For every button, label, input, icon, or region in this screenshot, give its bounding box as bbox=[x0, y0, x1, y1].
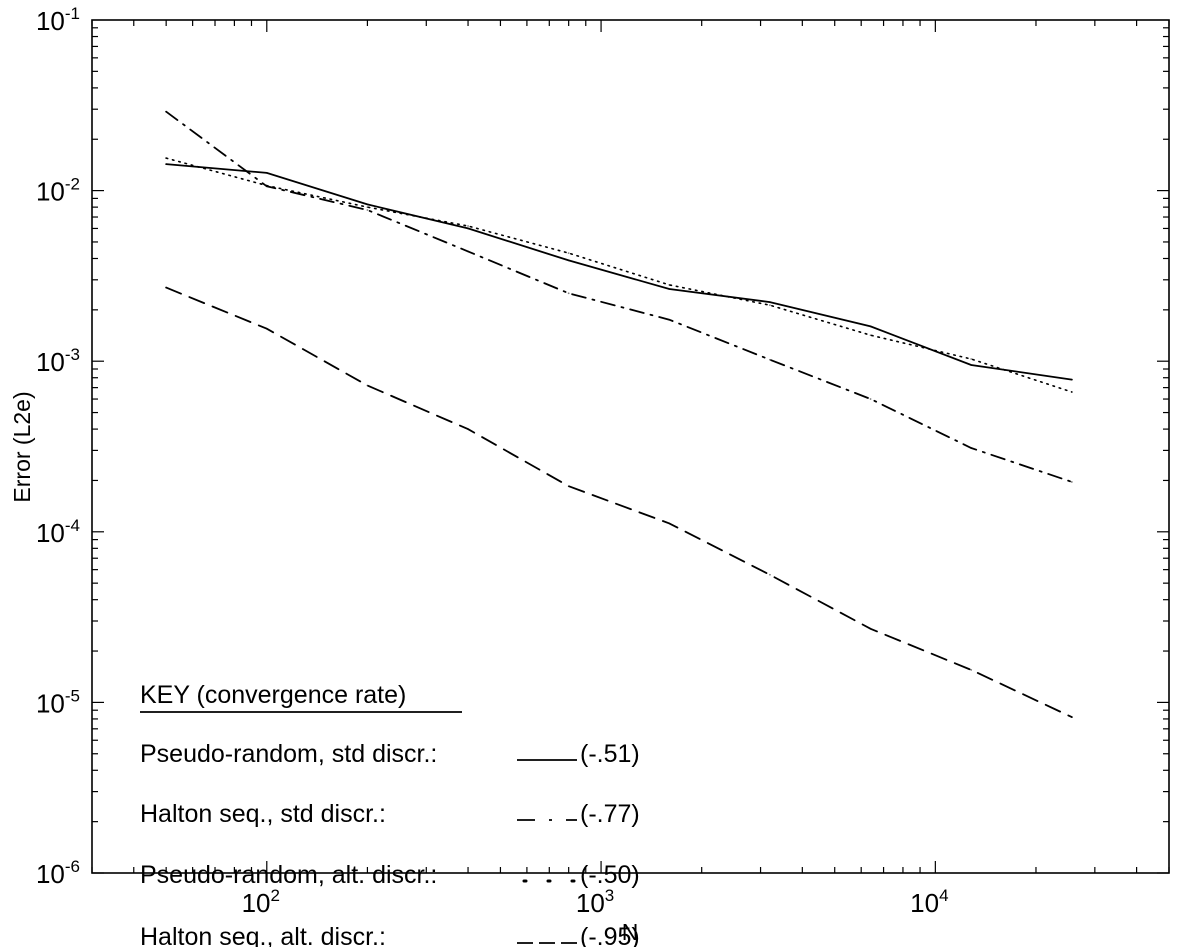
data-point-halton-alt bbox=[165, 286, 168, 289]
plot-frame bbox=[91, 19, 1170, 874]
data-point-pseudo-alt bbox=[265, 184, 268, 187]
data-point-pseudo-std bbox=[970, 364, 973, 366]
data-point-halton-alt bbox=[567, 485, 570, 488]
data-point-pseudo-alt bbox=[970, 358, 973, 360]
data-point-pseudo-std bbox=[265, 171, 268, 174]
legend: KEY (convergence rate) Pseudo-random, st… bbox=[140, 681, 640, 947]
legend-entry-label: Pseudo-random, alt. discr.: bbox=[140, 861, 437, 889]
y-tick-base: 10 bbox=[36, 347, 65, 377]
y-tick-label: 10-5 bbox=[36, 686, 80, 718]
data-point-pseudo-alt bbox=[467, 225, 469, 227]
y-tick-base: 10 bbox=[36, 688, 65, 718]
data-point-halton-alt bbox=[970, 669, 973, 671]
legend-entry: Pseudo-random, std discr.: (-.51) bbox=[140, 740, 640, 768]
x-tick-label: 103 bbox=[576, 886, 614, 918]
x-tick-exponent: 3 bbox=[605, 886, 614, 905]
data-point-pseudo-alt bbox=[366, 206, 369, 209]
x-tick-label: 102 bbox=[242, 886, 280, 918]
data-point-pseudo-std bbox=[366, 203, 369, 206]
data-point-pseudo-std bbox=[567, 259, 570, 262]
legend-entry: Pseudo-random, alt. discr.: (-.50) bbox=[140, 861, 640, 889]
data-point-pseudo-alt bbox=[769, 304, 771, 307]
x-tick-base: 10 bbox=[910, 888, 939, 918]
x-tick-label: 104 bbox=[910, 886, 948, 918]
data-point-halton-std bbox=[567, 292, 570, 295]
y-tick-base: 10 bbox=[36, 859, 65, 889]
series-line-pseudo-std bbox=[165, 163, 1073, 381]
data-point-pseudo-alt bbox=[869, 334, 872, 337]
data-point-halton-alt bbox=[1070, 716, 1073, 719]
y-tick-base: 10 bbox=[36, 6, 65, 36]
y-tick-exponent: -1 bbox=[65, 4, 80, 23]
legend-entry-label: Pseudo-random, std discr.: bbox=[140, 740, 437, 768]
x-tick-base: 10 bbox=[576, 888, 605, 918]
data-point-halton-std bbox=[366, 209, 369, 211]
data-point-pseudo-alt bbox=[165, 157, 168, 160]
legend-title: KEY (convergence rate) bbox=[140, 681, 406, 709]
x-tick-exponent: 4 bbox=[939, 886, 948, 905]
y-tick-label: 10-2 bbox=[36, 175, 80, 207]
data-point-halton-alt bbox=[467, 428, 469, 430]
data-point-pseudo-alt bbox=[567, 252, 570, 255]
data-point-pseudo-alt bbox=[668, 284, 671, 286]
y-tick-label: 10-6 bbox=[36, 857, 80, 889]
y-tick-exponent: -2 bbox=[65, 175, 80, 194]
legend-entry-rate: (-.77) bbox=[580, 800, 640, 828]
series-line-pseudo-alt bbox=[165, 157, 1073, 393]
x-tick-base: 10 bbox=[242, 888, 271, 918]
data-point-halton-alt bbox=[668, 522, 671, 525]
legend-entry-label: Halton seq., alt. discr.: bbox=[140, 923, 386, 947]
data-point-pseudo-std bbox=[165, 163, 168, 165]
legend-entry: Halton seq., std discr.: (-.77) bbox=[140, 800, 640, 828]
data-point-halton-std bbox=[467, 250, 469, 253]
legend-entry-rate: (-.50) bbox=[580, 861, 640, 889]
data-point-pseudo-std bbox=[1070, 378, 1073, 381]
data-point-halton-alt bbox=[769, 573, 771, 576]
data-point-halton-alt bbox=[869, 627, 872, 630]
data-point-halton-std bbox=[668, 318, 671, 321]
data-point-pseudo-alt bbox=[1070, 391, 1073, 393]
legend-entry-rate: (-.51) bbox=[580, 740, 640, 768]
data-point-pseudo-std bbox=[869, 325, 872, 328]
series-line-halton-std bbox=[165, 110, 1073, 483]
y-tick-label: 10-1 bbox=[36, 4, 80, 36]
data-point-halton-alt bbox=[366, 384, 369, 387]
data-point-pseudo-std bbox=[668, 288, 671, 290]
x-tick-exponent: 2 bbox=[271, 886, 280, 905]
legend-entries: Pseudo-random, std discr.: (-.51) Halton s… bbox=[140, 740, 640, 947]
data-point-halton-std bbox=[970, 447, 973, 449]
series-layer bbox=[165, 110, 1073, 719]
y-tick-exponent: -3 bbox=[65, 345, 80, 364]
data-point-halton-std bbox=[869, 398, 872, 400]
data-point-halton-std bbox=[165, 110, 168, 113]
data-point-pseudo-std bbox=[467, 227, 469, 230]
legend-entry: Halton seq., alt. discr.: (-.95) bbox=[140, 923, 640, 947]
data-point-pseudo-std bbox=[769, 301, 771, 304]
data-point-halton-std bbox=[769, 358, 771, 361]
data-point-halton-std bbox=[1070, 481, 1073, 483]
y-tick-base: 10 bbox=[36, 177, 65, 207]
y-tick-exponent: -6 bbox=[65, 857, 80, 876]
y-tick-label: 10-3 bbox=[36, 345, 80, 377]
legend-entry-label: Halton seq., std discr.: bbox=[140, 800, 386, 828]
series-line-halton-alt bbox=[165, 286, 1073, 718]
y-tick-exponent: -5 bbox=[65, 686, 80, 705]
y-tick-exponent: -4 bbox=[65, 516, 80, 535]
data-point-halton-alt bbox=[265, 327, 268, 330]
legend-entry-rate: (-.95) bbox=[580, 923, 640, 947]
y-tick-label: 10-4 bbox=[36, 516, 80, 548]
y-tick-base: 10 bbox=[36, 518, 65, 548]
y-axis-title: Error (L2e) bbox=[9, 391, 35, 502]
x-axis-title: N bbox=[622, 919, 639, 945]
